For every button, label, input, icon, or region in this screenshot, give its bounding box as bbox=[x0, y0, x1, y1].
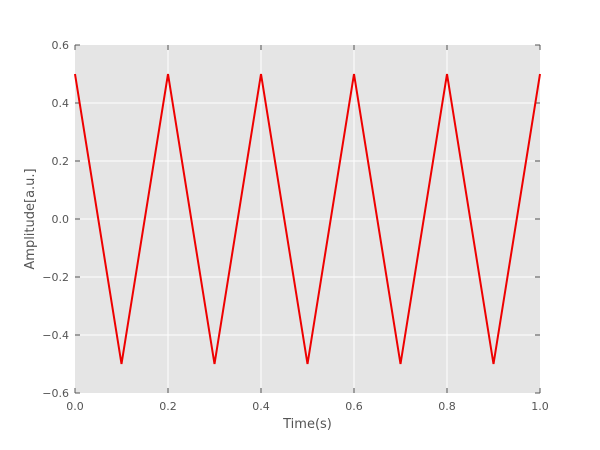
x-tick-labels: 0.0 0.2 0.4 0.6 0.8 1.0 bbox=[66, 400, 549, 413]
series-lines bbox=[74, 73, 541, 365]
x-tick-label: 1.0 bbox=[531, 400, 549, 413]
x-tick-label: 0.2 bbox=[159, 400, 177, 413]
y-tick-label: 0.4 bbox=[52, 97, 70, 110]
tick-marks bbox=[74, 44, 541, 394]
x-axis-label: Time(s) bbox=[282, 417, 332, 432]
x-tick-label: 0.6 bbox=[345, 400, 363, 413]
y-tick-label: 0.2 bbox=[52, 155, 70, 168]
x-tick-label: 0.0 bbox=[66, 400, 84, 413]
y-axis-label: Amplitude[a.u.] bbox=[23, 168, 38, 269]
series-line bbox=[74, 73, 541, 365]
x-tick-label: 0.4 bbox=[252, 400, 270, 413]
y-tick-label: 0.6 bbox=[52, 39, 70, 52]
y-tick-labels: −0.6 −0.4 −0.2 0.0 0.2 0.4 0.6 bbox=[42, 39, 69, 400]
y-tick-label: −0.2 bbox=[42, 271, 69, 284]
x-tick-label: 0.8 bbox=[438, 400, 456, 413]
y-tick-label: −0.6 bbox=[42, 387, 69, 400]
y-tick-label: 0.0 bbox=[52, 213, 70, 226]
y-tick-label: −0.4 bbox=[42, 329, 69, 342]
grid-lines bbox=[75, 45, 540, 393]
